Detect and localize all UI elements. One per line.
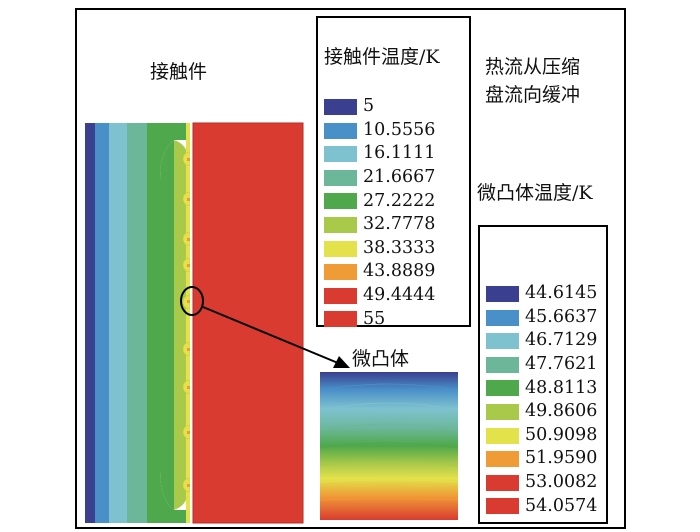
asperity-legend-entry: 48.8113 <box>486 377 597 399</box>
legend-value: 45.6637 <box>525 306 598 327</box>
legend-value: 32.7778 <box>363 214 436 235</box>
legend-value: 21.6667 <box>363 167 436 188</box>
contact-legend-entry: 49.4444 <box>324 285 435 307</box>
legend-value: 49.4444 <box>363 285 436 306</box>
contact-legend-entry: 38.3333 <box>324 238 435 260</box>
color-swatch <box>324 122 357 139</box>
asperity-legend-entry: 47.7621 <box>486 354 597 376</box>
legend-value: 10.5556 <box>363 119 436 140</box>
color-swatch <box>324 217 357 233</box>
color-swatch <box>324 264 357 281</box>
color-swatch <box>324 169 357 186</box>
contact-legend-entry: 32.7778 <box>324 214 435 236</box>
callout-ellipse <box>180 286 204 316</box>
legend-value: 46.7129 <box>525 330 598 351</box>
asperity-temperature-title: 微凸体温度/K <box>477 182 593 204</box>
asperity-legend-entry: 44.6145 <box>486 283 597 305</box>
contact-legend-entry: 16.1111 <box>324 143 435 165</box>
asperity-temperature-legend: 44.6145 45.6637 46.7129 47.7621 48.8113 49.86… <box>478 225 608 524</box>
color-swatch <box>324 193 357 210</box>
color-swatch <box>486 427 519 444</box>
legend-value: 50.9098 <box>525 424 598 445</box>
contact-legend-entry: 43.8889 <box>324 261 435 283</box>
color-swatch <box>324 146 357 163</box>
compression-disc-field <box>192 122 304 524</box>
color-swatch <box>486 309 519 326</box>
contact-legend-entry: 10.5556 <box>324 120 435 142</box>
heat-flow-label-line1: 热流从压缩 <box>485 56 581 78</box>
figure-frame <box>75 8 626 529</box>
legend-value: 54.0574 <box>525 495 598 516</box>
legend-value: 51.9590 <box>525 448 598 469</box>
legend-value: 47.7621 <box>525 354 598 375</box>
asperity-legend-entry: 45.6637 <box>486 307 597 329</box>
color-swatch <box>486 474 519 491</box>
heat-flow-label-line2: 盘流向缓冲 <box>485 84 581 106</box>
contact-part-label: 接触件 <box>150 61 208 83</box>
color-swatch <box>324 311 357 328</box>
color-swatch <box>486 333 519 350</box>
legend-value: 53.0082 <box>525 472 598 493</box>
asperity-legend-entry: 51.9590 <box>486 448 597 470</box>
legend-value: 27.2222 <box>363 190 436 211</box>
contact-temperature-title: 接触件温度/K <box>324 46 440 68</box>
color-swatch <box>486 404 519 420</box>
color-swatch <box>486 286 519 302</box>
color-swatch <box>324 287 357 304</box>
legend-value: 5 <box>363 96 375 117</box>
contact-legend-entry: 21.6667 <box>324 167 435 189</box>
legend-value: 55 <box>363 308 386 329</box>
legend-value: 44.6145 <box>525 283 598 304</box>
contact-legend-entry: 5 <box>324 96 374 118</box>
contact-part-field <box>85 123 191 523</box>
contact-legend-entry: 55 <box>324 308 385 330</box>
color-swatch <box>324 240 357 257</box>
micro-asperity-label: 微凸体 <box>352 348 410 370</box>
color-swatch <box>324 99 357 115</box>
color-swatch <box>486 356 519 373</box>
legend-value: 49.8606 <box>525 401 598 422</box>
arrow-head <box>333 356 350 368</box>
legend-value: 38.3333 <box>363 237 436 258</box>
asperity-legend-entry: 54.0574 <box>486 495 597 517</box>
color-swatch <box>486 380 519 397</box>
callout-arrow <box>202 306 339 364</box>
contact-legend-entry: 27.2222 <box>324 190 435 212</box>
asperity-legend-entry: 53.0082 <box>486 472 597 494</box>
asperity-legend-entry: 49.8606 <box>486 401 597 423</box>
legend-value: 48.8113 <box>525 377 598 398</box>
micro-asperity-field <box>319 372 459 520</box>
color-swatch <box>486 498 519 515</box>
color-swatch <box>486 451 519 468</box>
legend-value: 16.1111 <box>363 143 436 164</box>
legend-value: 43.8889 <box>363 261 436 282</box>
contact-interface <box>190 123 193 523</box>
asperity-legend-entry: 50.9098 <box>486 425 597 447</box>
contact-temperature-legend: 接触件温度/K 5 10.5556 16.1111 21.6667 27.2222 32.… <box>316 16 471 330</box>
asperity-legend-entry: 46.7129 <box>486 330 597 352</box>
